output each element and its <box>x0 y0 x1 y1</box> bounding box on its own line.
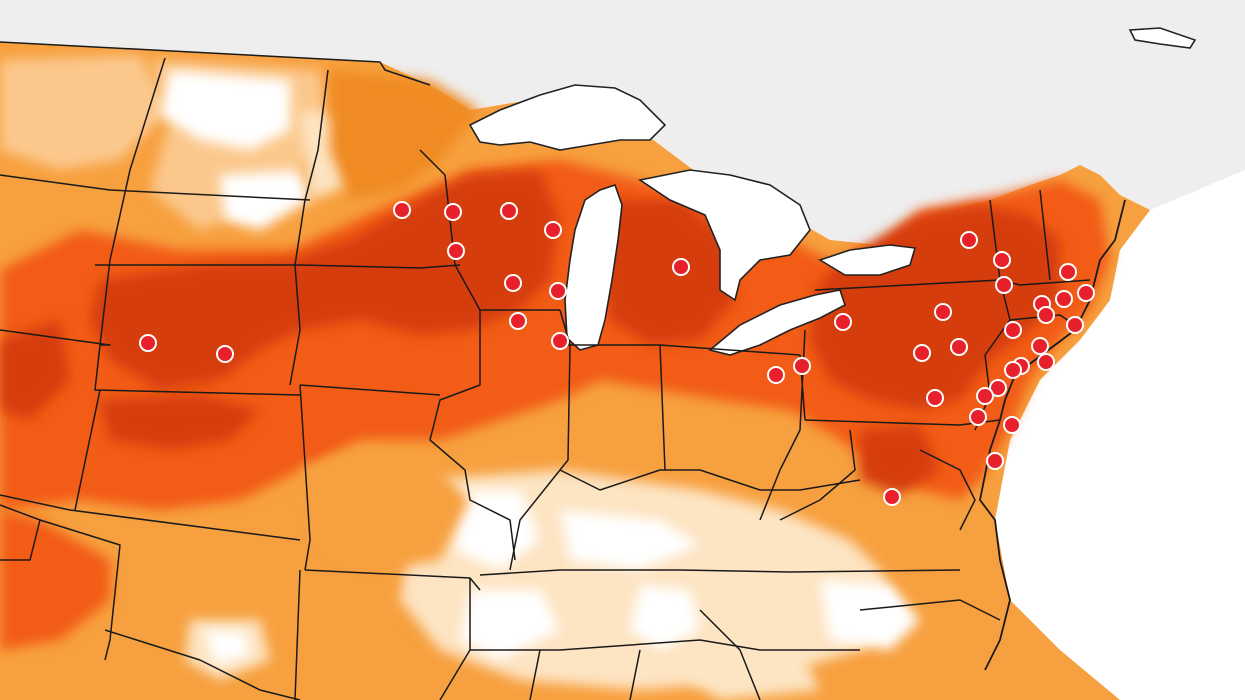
city-marker <box>1004 321 1022 339</box>
city-marker <box>926 389 944 407</box>
anomaly-orange-minnesota <box>330 70 480 200</box>
city-marker <box>969 408 987 426</box>
city-marker <box>1003 416 1021 434</box>
canadian-lake <box>1128 27 1197 49</box>
anomaly-deepred-colorado <box>0 320 70 420</box>
city-marker <box>913 344 931 362</box>
city-marker <box>139 334 157 352</box>
city-marker <box>1077 284 1095 302</box>
city-marker <box>544 221 562 239</box>
anomaly-redorange-southwest <box>0 510 110 650</box>
city-marker <box>504 274 522 292</box>
anomaly-none-oklahoma <box>205 630 250 664</box>
anomaly-vlight-georgia <box>690 640 820 700</box>
city-marker <box>1066 316 1084 334</box>
anomaly-none-tennessee <box>630 585 700 650</box>
city-marker <box>995 276 1013 294</box>
lake-huron <box>637 169 811 302</box>
anomaly-deepred-michigan <box>600 200 735 345</box>
anomaly-none-missouri <box>450 490 540 570</box>
great-lakes <box>468 27 1197 356</box>
lake-ontario <box>818 244 917 276</box>
city-marker <box>444 203 462 221</box>
city-marker <box>447 242 465 260</box>
city-marker <box>551 332 569 350</box>
city-marker <box>549 282 567 300</box>
city-marker <box>989 379 1007 397</box>
anomaly-none-arkansas <box>460 590 560 660</box>
anomaly-deepred-upper-midwest <box>90 170 560 390</box>
city-marker <box>793 357 811 375</box>
city-marker <box>500 202 518 220</box>
city-marker <box>934 303 952 321</box>
lake-erie <box>708 289 846 356</box>
anomaly-medium-missouri <box>300 450 470 570</box>
atlantic-ocean <box>995 170 1245 700</box>
lake-superior <box>468 84 667 151</box>
anomaly-none-southdakota <box>220 170 310 230</box>
city-marker <box>767 366 785 384</box>
city-marker <box>1055 290 1073 308</box>
city-marker <box>393 201 411 219</box>
anomaly-none-northdakota <box>160 70 290 150</box>
city-marker <box>216 345 234 363</box>
lake-michigan <box>564 183 623 351</box>
city-marker <box>950 338 968 356</box>
city-marker <box>976 387 994 405</box>
state-borders <box>0 41 1091 700</box>
city-marker <box>960 231 978 249</box>
city-marker <box>1037 306 1055 324</box>
city-marker <box>986 452 1004 470</box>
city-marker <box>883 488 901 506</box>
anomaly-none-carolina <box>820 580 920 650</box>
city-marker <box>1037 353 1055 371</box>
city-marker <box>1031 337 1049 355</box>
city-markers <box>139 201 1095 506</box>
city-marker <box>1059 263 1077 281</box>
anomaly-none-kentucky <box>560 510 700 570</box>
anomaly-light-northwest <box>0 55 170 170</box>
city-marker <box>993 251 1011 269</box>
city-marker <box>672 258 690 276</box>
city-marker <box>834 313 852 331</box>
anomaly-deepred-kansas <box>100 395 260 450</box>
anomaly-deepred-virginia <box>860 425 940 495</box>
city-marker <box>509 312 527 330</box>
city-marker <box>1004 361 1022 379</box>
